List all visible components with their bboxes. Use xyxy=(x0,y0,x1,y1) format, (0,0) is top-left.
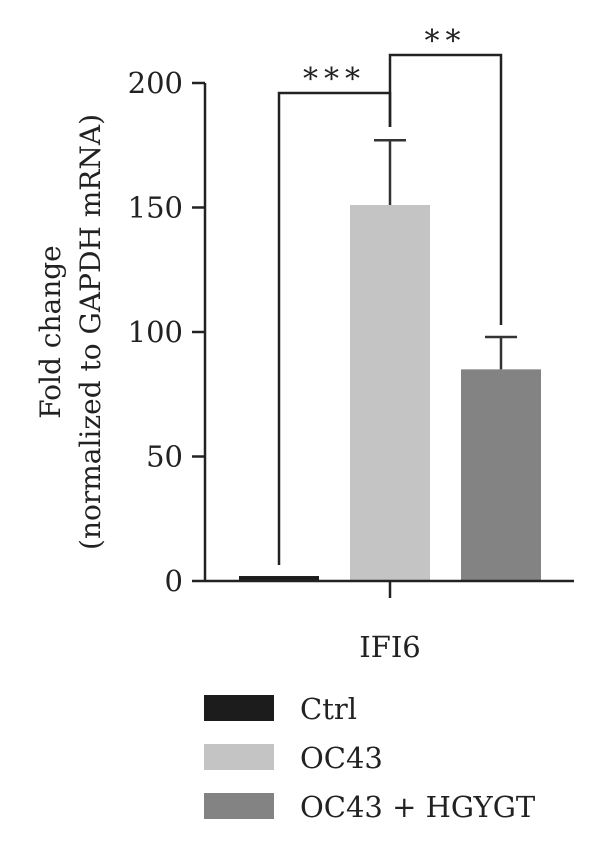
y-tick-label: 150 xyxy=(128,191,183,225)
legend-label-1: Ctrl xyxy=(300,692,357,726)
significance-brackets: ***** xyxy=(277,24,503,565)
bar-3 xyxy=(461,369,541,581)
x-axis: IFI6 xyxy=(205,579,574,664)
y-tick-label: 100 xyxy=(128,315,183,349)
bar-2 xyxy=(350,205,430,581)
legend-swatch-3 xyxy=(204,793,274,819)
significance-label-1: *** xyxy=(303,62,366,97)
legend-swatch-2 xyxy=(204,744,274,770)
y-axis-title-line1: Fold change xyxy=(34,245,67,418)
bars-group xyxy=(239,139,541,581)
y-axis: 0 50 100 150 200 xyxy=(128,66,207,598)
legend-label-3: OC43 + HGYGT xyxy=(300,790,536,824)
y-tick-label: 200 xyxy=(128,66,183,100)
y-tick-label: 0 xyxy=(165,564,183,598)
legend-swatch-1 xyxy=(204,695,274,721)
y-tick-label: 50 xyxy=(146,440,183,474)
significance-bracket-2 xyxy=(388,53,503,325)
bar-1 xyxy=(239,576,319,581)
legend: Ctrl OC43 OC43 + HGYGT xyxy=(204,692,536,824)
category-label: IFI6 xyxy=(359,630,420,664)
y-axis-title-line2: (normalized to GAPDH mRNA) xyxy=(74,114,107,550)
legend-label-2: OC43 xyxy=(300,741,383,775)
significance-label-2: ** xyxy=(425,24,467,59)
